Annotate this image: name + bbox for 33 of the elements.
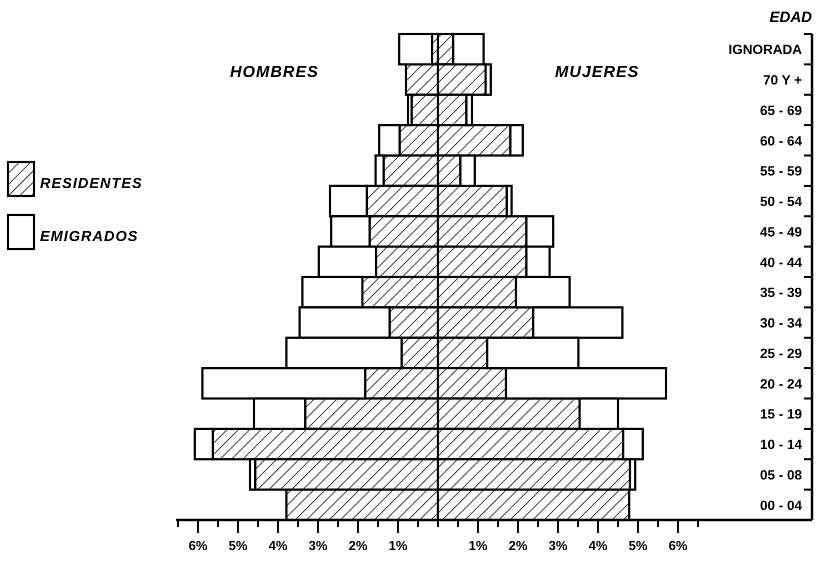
annotation: MUJERES xyxy=(555,64,640,81)
y-tick-label: 05 - 08 xyxy=(760,467,802,482)
y-tick-label: 55 - 59 xyxy=(760,164,802,179)
y-tick-label: 70 Y + xyxy=(763,72,802,88)
x-tick-label: 1% xyxy=(388,538,408,553)
y-tick-label: 15 - 19 xyxy=(760,406,802,422)
annotation: HOMBRES xyxy=(230,64,319,81)
x-tick-label: 5% xyxy=(228,538,248,553)
x-tick-label: 6% xyxy=(668,538,688,553)
y-tick-label: 25 - 29 xyxy=(760,346,802,361)
y-tick-label: 45 - 49 xyxy=(760,224,802,240)
x-tick-label: 3% xyxy=(548,538,568,553)
y-tick-label: 20 - 24 xyxy=(760,376,802,392)
y-tick-label: 65 - 69 xyxy=(760,102,802,118)
y-tick-label: 35 - 39 xyxy=(760,285,802,300)
x-tick-label: 3% xyxy=(308,538,328,553)
y-axis-title: EDAD xyxy=(769,9,812,26)
legend-label: RESIDENTES xyxy=(40,176,143,192)
y-tick-label: 50 - 54 xyxy=(760,194,802,210)
y-tick-label: 40 - 44 xyxy=(760,254,802,270)
y-tick-label: 10 - 14 xyxy=(760,437,802,452)
x-tick-label: 4% xyxy=(588,538,608,553)
y-tick-label: 00 - 04 xyxy=(760,498,802,513)
y-tick-label: 60 - 64 xyxy=(760,133,802,148)
x-tick-label: 5% xyxy=(628,538,648,553)
x-tick-label: 6% xyxy=(188,538,208,553)
x-tick-label: 4% xyxy=(268,538,288,553)
legend-label: EMIGRADOS xyxy=(40,229,138,245)
x-tick-label: 1% xyxy=(468,538,488,553)
y-tick-label: 30 - 34 xyxy=(760,316,802,331)
x-tick-label: 2% xyxy=(508,538,528,553)
x-tick-label: 2% xyxy=(348,538,368,553)
y-tick-label: IGNORADA xyxy=(728,42,802,58)
